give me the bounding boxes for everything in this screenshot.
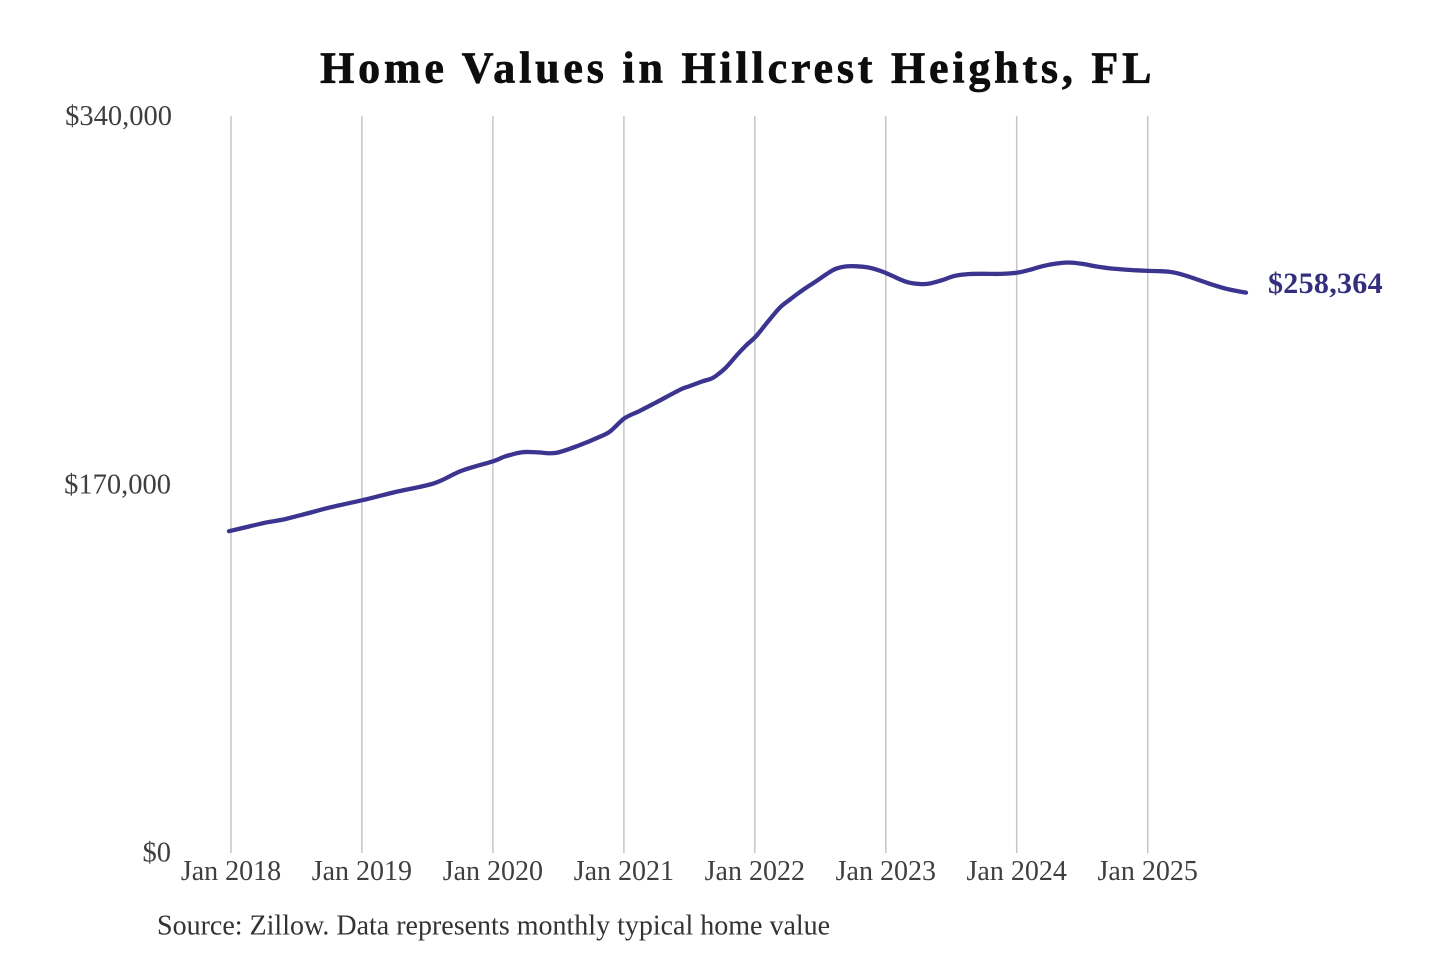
svg-text:$170,000: $170,000 — [64, 470, 171, 501]
svg-text:Jan 2025: Jan 2025 — [1098, 856, 1198, 887]
svg-text:Jan 2024: Jan 2024 — [967, 856, 1067, 887]
svg-text:Home Values in Hillcrest Heigh: Home Values in Hillcrest Heights, FL — [320, 43, 1155, 92]
svg-text:Jan 2022: Jan 2022 — [705, 856, 805, 887]
svg-text:Jan 2019: Jan 2019 — [312, 856, 412, 887]
svg-text:Jan 2020: Jan 2020 — [443, 856, 543, 887]
svg-text:Jan 2023: Jan 2023 — [836, 856, 936, 887]
svg-text:$0: $0 — [143, 838, 172, 869]
svg-text:Source: Zillow. Data represent: Source: Zillow. Data represents monthly … — [157, 911, 830, 942]
svg-text:Jan 2018: Jan 2018 — [181, 856, 281, 887]
svg-text:$258,364: $258,364 — [1268, 267, 1383, 300]
svg-text:Jan 2021: Jan 2021 — [574, 856, 674, 887]
svg-text:$340,000: $340,000 — [65, 101, 172, 132]
